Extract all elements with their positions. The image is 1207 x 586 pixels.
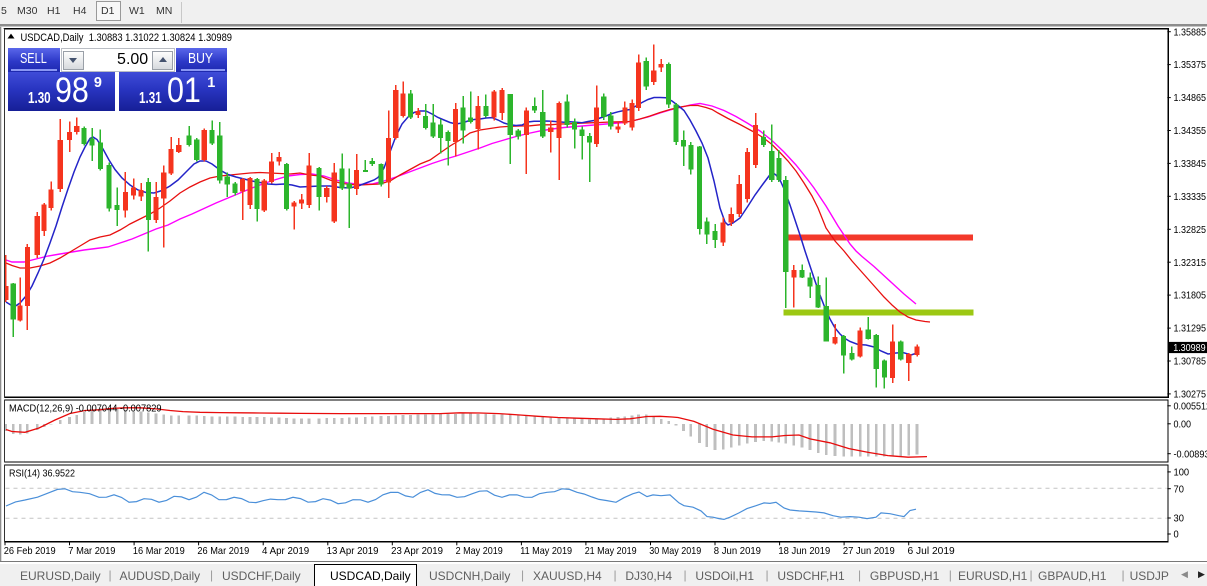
- svg-text:100: 100: [1174, 467, 1190, 479]
- svg-text:-0.00893: -0.00893: [1174, 448, 1207, 460]
- svg-text:70: 70: [1174, 483, 1185, 495]
- svg-text:26 Mar 2019: 26 Mar 2019: [197, 546, 249, 557]
- svg-text:27 Jun 2019: 27 Jun 2019: [843, 546, 895, 557]
- svg-text:1.31805: 1.31805: [1174, 290, 1207, 302]
- svg-text:21 May 2019: 21 May 2019: [585, 546, 637, 557]
- svg-text:2 May 2019: 2 May 2019: [456, 546, 503, 557]
- svg-text:30 May 2019: 30 May 2019: [649, 546, 701, 557]
- svg-text:4 Apr 2019: 4 Apr 2019: [262, 546, 309, 557]
- svg-text:26 Feb 2019: 26 Feb 2019: [4, 546, 56, 557]
- svg-text:0.005512: 0.005512: [1174, 400, 1207, 412]
- svg-text:1.30989: 1.30989: [1173, 342, 1206, 354]
- svg-text:1.34355: 1.34355: [1174, 125, 1207, 137]
- svg-text:1.30275: 1.30275: [1174, 389, 1207, 401]
- svg-text:16 Mar 2019: 16 Mar 2019: [133, 546, 185, 557]
- svg-text:1.31295: 1.31295: [1174, 323, 1207, 335]
- svg-text:1.35885: 1.35885: [1174, 26, 1207, 38]
- svg-text:18 Jun 2019: 18 Jun 2019: [778, 546, 830, 557]
- svg-text:1.30785: 1.30785: [1174, 356, 1207, 368]
- svg-text:8 Jun 2019: 8 Jun 2019: [714, 546, 761, 557]
- svg-text:30: 30: [1174, 513, 1185, 525]
- svg-text:7 Mar 2019: 7 Mar 2019: [68, 546, 115, 557]
- svg-text:13 Apr 2019: 13 Apr 2019: [327, 546, 379, 557]
- svg-text:23 Apr 2019: 23 Apr 2019: [391, 546, 443, 557]
- svg-text:0.00: 0.00: [1174, 418, 1192, 430]
- svg-text:1.33845: 1.33845: [1174, 158, 1207, 170]
- svg-text:1.33335: 1.33335: [1174, 191, 1207, 203]
- svg-text:1.34865: 1.34865: [1174, 92, 1207, 104]
- svg-text:0: 0: [1174, 529, 1179, 541]
- svg-text:1.32315: 1.32315: [1174, 257, 1207, 269]
- svg-text:1.32825: 1.32825: [1174, 224, 1207, 236]
- svg-text:11 May 2019: 11 May 2019: [520, 546, 572, 557]
- svg-text:RSI(14) 36.9522: RSI(14) 36.9522: [9, 468, 75, 479]
- svg-text:6 Jul 2019: 6 Jul 2019: [908, 546, 955, 557]
- svg-text:USDCAD,Daily 1.30883 1.31022: USDCAD,Daily 1.30883 1.31022 1.30824 1.3…: [21, 32, 233, 44]
- svg-text:1.35375: 1.35375: [1174, 59, 1207, 71]
- svg-text:MACD(12,26,9) -0.007044 -0.007: MACD(12,26,9) -0.007044 -0.007829: [9, 403, 162, 414]
